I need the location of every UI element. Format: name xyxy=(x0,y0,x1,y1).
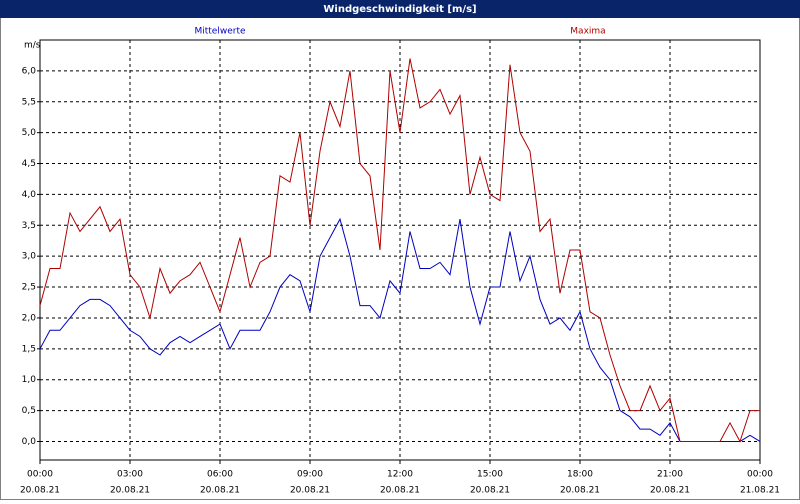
y-tick-label: 0,0 xyxy=(22,437,37,447)
x-tick-label: 18:00 xyxy=(567,470,593,480)
y-tick-label: 1,0 xyxy=(22,375,37,385)
x-tick-label: 09:00 xyxy=(297,470,323,480)
x-tick-date: 20.08.21 xyxy=(20,486,60,496)
y-tick-label: 0,5 xyxy=(22,406,36,416)
x-tick-label: 00:00 xyxy=(27,470,53,480)
x-tick-label: 00:00 xyxy=(747,470,773,480)
x-tick-label: 21:00 xyxy=(657,470,683,480)
x-tick-date: 20.08.21 xyxy=(290,486,330,496)
x-tick-date: 20.08.21 xyxy=(380,486,420,496)
y-tick-label: 3,0 xyxy=(22,252,37,262)
y-tick-label: 5,0 xyxy=(22,128,37,138)
x-tick-date: 20.08.21 xyxy=(470,486,510,496)
legend-label: Maxima xyxy=(570,27,605,37)
x-tick-date: 20.08.21 xyxy=(560,486,600,496)
x-tick-label: 03:00 xyxy=(117,470,143,480)
x-tick-label: 15:00 xyxy=(477,470,503,480)
y-tick-label: 4,5 xyxy=(22,159,36,169)
x-tick-date: 21.08.21 xyxy=(740,486,780,496)
y-tick-label: 5,5 xyxy=(22,97,36,107)
x-tick-label: 12:00 xyxy=(387,470,413,480)
y-tick-label: 3,5 xyxy=(22,221,36,231)
data-line xyxy=(39,217,761,442)
y-tick-label: 1,5 xyxy=(22,344,36,354)
y-tick-label: 2,0 xyxy=(22,313,37,323)
title-bar xyxy=(0,0,800,18)
x-tick-date: 20.08.21 xyxy=(650,486,690,496)
data-line xyxy=(39,58,760,443)
x-tick-date: 20.08.21 xyxy=(110,486,150,496)
x-tick-date: 20.08.21 xyxy=(200,486,240,496)
x-tick-label: 06:00 xyxy=(207,470,233,480)
legend-label: Mittelwerte xyxy=(194,27,245,37)
y-tick-label: 6,0 xyxy=(22,66,37,76)
chart-title: Windgeschwindigkeit [m/s] xyxy=(323,4,476,15)
y-tick-label: 2,5 xyxy=(22,283,36,293)
y-tick-label: 4,0 xyxy=(22,190,37,200)
y-axis-label: m/s xyxy=(24,41,41,51)
